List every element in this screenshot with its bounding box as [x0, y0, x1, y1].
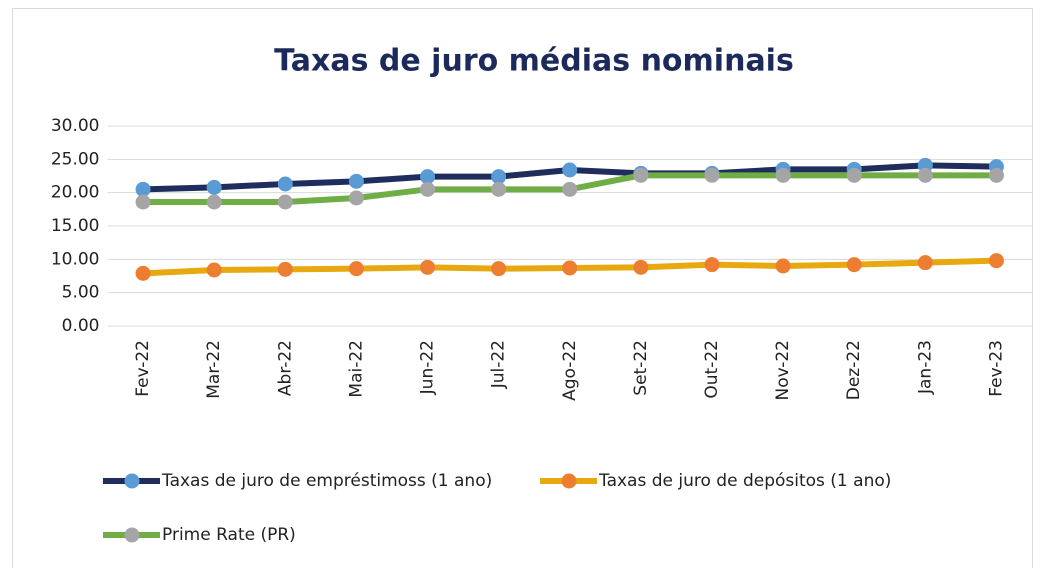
- x-tick-label: Mar-22: [204, 340, 224, 399]
- x-tick-label: Ago-22: [560, 340, 580, 401]
- data-point: [846, 167, 862, 183]
- data-point: [562, 162, 578, 178]
- data-point: [775, 167, 791, 183]
- legend-label: Prime Rate (PR): [162, 525, 296, 545]
- data-point: [420, 181, 436, 197]
- x-tick-label: Fev-23: [986, 340, 1006, 397]
- legend-marker: [124, 473, 140, 489]
- data-point: [917, 255, 933, 271]
- data-point: [988, 253, 1004, 269]
- data-point: [704, 257, 720, 273]
- data-point: [277, 261, 293, 277]
- x-tick-label: Jan-23: [915, 340, 935, 395]
- data-point: [420, 169, 436, 185]
- data-point: [633, 259, 649, 275]
- data-point: [420, 259, 436, 275]
- y-tick-label: 20.00: [51, 183, 100, 203]
- data-point: [704, 167, 720, 183]
- data-point: [348, 190, 364, 206]
- x-tick-label: Nov-22: [773, 340, 793, 401]
- data-point: [135, 265, 151, 281]
- data-point: [277, 194, 293, 210]
- x-tick-label: Jul-22: [489, 340, 509, 389]
- data-point: [491, 181, 507, 197]
- y-tick-label: 0.00: [62, 316, 100, 336]
- data-point: [562, 260, 578, 276]
- data-point: [348, 173, 364, 189]
- x-tick-label: Jun-22: [418, 340, 438, 395]
- legend-label: Taxas de juro de depósitos (1 ano): [598, 471, 891, 491]
- legend-marker: [561, 473, 577, 489]
- data-point: [348, 261, 364, 277]
- data-point: [917, 167, 933, 183]
- y-tick-label: 5.00: [62, 283, 100, 303]
- y-tick-label: 15.00: [51, 216, 100, 236]
- data-point: [633, 167, 649, 183]
- x-tick-label: Set-22: [631, 340, 651, 396]
- legend-marker: [124, 527, 140, 543]
- data-point: [562, 181, 578, 197]
- x-tick-label: Fev-22: [133, 340, 153, 397]
- x-tick-label: Dez-22: [844, 340, 864, 400]
- data-point: [135, 194, 151, 210]
- y-tick-label: 30.00: [51, 116, 100, 136]
- y-tick-label: 25.00: [51, 149, 100, 169]
- chart-title: Taxas de juro médias nominais: [274, 44, 794, 79]
- data-point: [846, 257, 862, 273]
- legend-label: Taxas de juro de empréstimoss (1 ano): [161, 471, 492, 491]
- data-point: [277, 176, 293, 192]
- x-tick-label: Out-22: [702, 340, 722, 399]
- data-point: [491, 169, 507, 185]
- data-point: [135, 181, 151, 197]
- x-tick-label: Mai-22: [346, 340, 366, 398]
- data-point: [206, 262, 222, 278]
- chart-frame: [12, 8, 1033, 568]
- data-point: [988, 167, 1004, 183]
- data-point: [775, 258, 791, 274]
- data-point: [206, 179, 222, 195]
- y-tick-label: 10.00: [51, 249, 100, 269]
- x-tick-label: Abr-22: [275, 340, 295, 396]
- data-point: [491, 261, 507, 277]
- data-point: [206, 194, 222, 210]
